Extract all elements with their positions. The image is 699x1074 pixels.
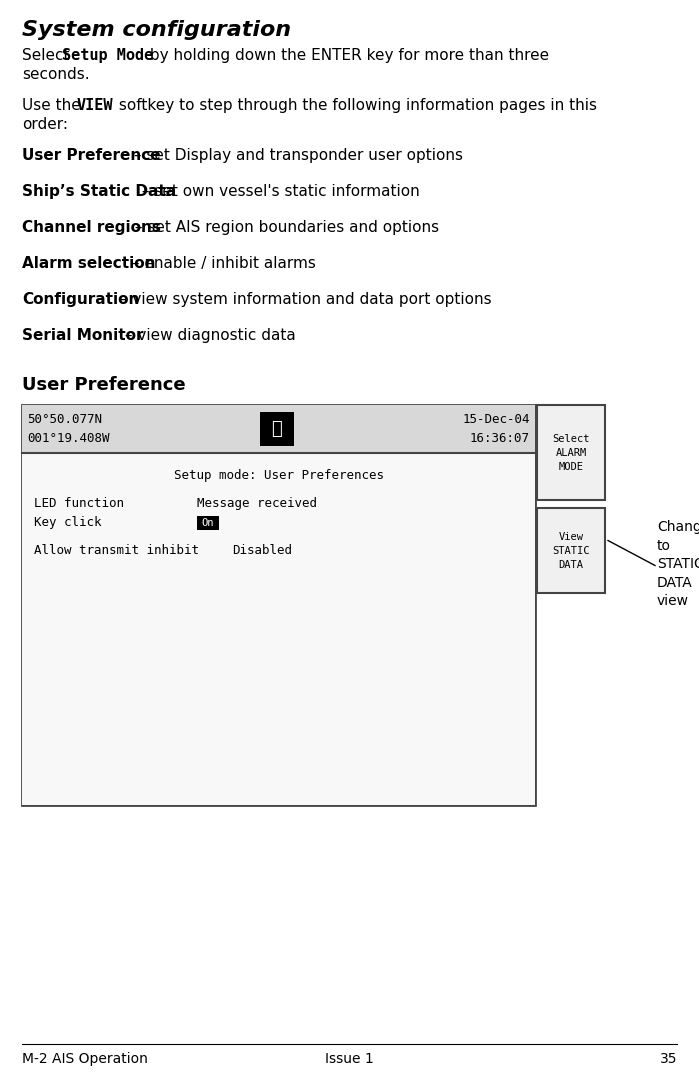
Text: – set own vessel's static information: – set own vessel's static information — [137, 184, 420, 199]
Text: Alarm selection: Alarm selection — [22, 256, 155, 271]
Text: Disabled: Disabled — [232, 545, 292, 557]
Text: – enable / inhibit alarms: – enable / inhibit alarms — [127, 256, 316, 271]
Text: order:: order: — [22, 117, 68, 132]
Text: softkey to step through the following information pages in this: softkey to step through the following in… — [114, 98, 597, 113]
Bar — [22, 405, 535, 806]
Text: Ship’s Static Data: Ship’s Static Data — [22, 184, 176, 199]
Bar — [537, 405, 605, 500]
Text: seconds.: seconds. — [22, 67, 89, 82]
Text: User Preference: User Preference — [22, 148, 161, 163]
Text: 🔧: 🔧 — [272, 420, 282, 438]
Text: Configuration: Configuration — [22, 292, 139, 307]
Text: Issue 1: Issue 1 — [324, 1053, 373, 1066]
Text: Select: Select — [22, 48, 74, 63]
Text: VIEW: VIEW — [77, 98, 113, 113]
Bar — [22, 453, 535, 806]
Text: 001°19.408W: 001°19.408W — [27, 432, 110, 445]
Text: System configuration: System configuration — [22, 20, 291, 40]
Bar — [260, 412, 294, 446]
Text: 15-Dec-04: 15-Dec-04 — [463, 413, 530, 426]
Text: – view system information and data port options: – view system information and data port … — [115, 292, 491, 307]
Bar — [537, 508, 605, 593]
Text: Select
ALARM
MODE: Select ALARM MODE — [552, 434, 590, 471]
Bar — [197, 516, 219, 529]
Text: Serial Monitor: Serial Monitor — [22, 328, 143, 343]
Text: Channel regions: Channel regions — [22, 220, 161, 235]
Text: 16:36:07: 16:36:07 — [470, 432, 530, 445]
Text: Message received: Message received — [197, 497, 317, 510]
Text: – set Display and transponder user options: – set Display and transponder user optio… — [129, 148, 463, 163]
Text: User Preference: User Preference — [22, 376, 186, 394]
Text: 50°50.077N: 50°50.077N — [27, 413, 102, 426]
Text: On: On — [202, 518, 215, 528]
Text: M-2 AIS Operation: M-2 AIS Operation — [22, 1053, 148, 1066]
Text: – view diagnostic data: – view diagnostic data — [120, 328, 296, 343]
Text: Setup mode: User Preferences: Setup mode: User Preferences — [173, 469, 384, 482]
Text: Allow transmit inhibit: Allow transmit inhibit — [34, 545, 199, 557]
Text: – set AIS region boundaries and options: – set AIS region boundaries and options — [130, 220, 439, 235]
Bar — [22, 405, 535, 453]
Text: by holding down the ENTER key for more than three: by holding down the ENTER key for more t… — [145, 48, 549, 63]
Text: Use the: Use the — [22, 98, 85, 113]
Text: Setup Mode: Setup Mode — [62, 48, 153, 63]
Text: LED function: LED function — [34, 497, 124, 510]
Text: Key click: Key click — [34, 516, 101, 529]
Text: 35: 35 — [659, 1053, 677, 1066]
Text: Change
to
STATIC
DATA
view: Change to STATIC DATA view — [657, 521, 699, 608]
Text: View
STATIC
DATA: View STATIC DATA — [552, 532, 590, 569]
